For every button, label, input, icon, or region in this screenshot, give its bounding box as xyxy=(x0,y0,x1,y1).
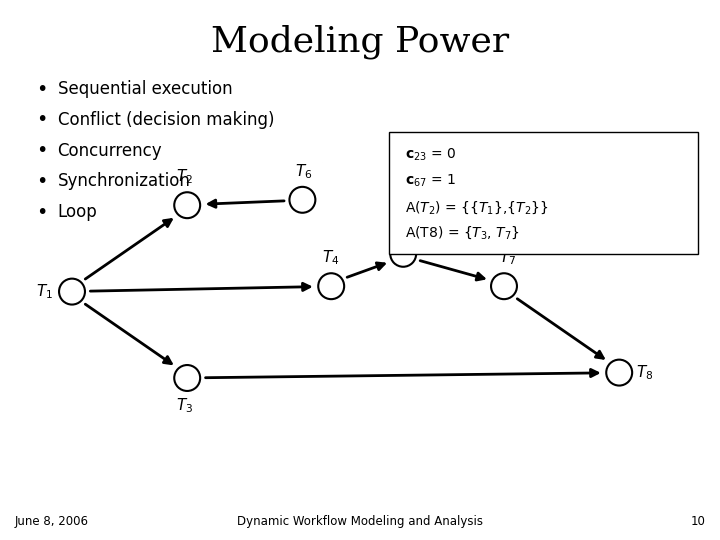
FancyBboxPatch shape xyxy=(389,132,698,254)
Text: $T_7$: $T_7$ xyxy=(499,249,516,267)
Ellipse shape xyxy=(318,273,344,299)
Text: $T_4$: $T_4$ xyxy=(323,249,340,267)
Text: Concurrency: Concurrency xyxy=(58,141,162,160)
Text: 10: 10 xyxy=(690,515,706,528)
Text: $T_3$: $T_3$ xyxy=(176,397,193,415)
Text: Conflict (decision making): Conflict (decision making) xyxy=(58,111,274,129)
Ellipse shape xyxy=(174,192,200,218)
Text: Dynamic Workflow Modeling and Analysis: Dynamic Workflow Modeling and Analysis xyxy=(237,515,483,528)
Text: Synchronization: Synchronization xyxy=(58,172,191,191)
Text: Loop: Loop xyxy=(58,203,97,221)
Text: Modeling Power: Modeling Power xyxy=(211,24,509,59)
Ellipse shape xyxy=(289,187,315,213)
Text: $T_6$: $T_6$ xyxy=(295,163,312,181)
Ellipse shape xyxy=(606,360,632,386)
Text: •: • xyxy=(36,202,48,222)
Text: $T_8$: $T_8$ xyxy=(636,363,654,382)
Text: June 8, 2006: June 8, 2006 xyxy=(14,515,89,528)
Ellipse shape xyxy=(59,279,85,305)
Ellipse shape xyxy=(174,365,200,391)
Text: $\mathbf{c}_{67}$ = 1: $\mathbf{c}_{67}$ = 1 xyxy=(405,173,456,189)
Text: $T_2$: $T_2$ xyxy=(176,168,193,186)
Text: A(T8) = {$T_3$, $T_7$}: A(T8) = {$T_3$, $T_7$} xyxy=(405,225,521,241)
Text: A($T_2$) = {{$T_1$},{$T_2$}}: A($T_2$) = {{$T_1$},{$T_2$}} xyxy=(405,199,549,215)
Text: $T_1$: $T_1$ xyxy=(36,282,53,301)
Text: •: • xyxy=(36,172,48,191)
Text: •: • xyxy=(36,110,48,130)
Text: •: • xyxy=(36,141,48,160)
Ellipse shape xyxy=(491,273,517,299)
Text: •: • xyxy=(36,79,48,99)
Ellipse shape xyxy=(390,241,416,267)
Text: $\mathbf{c}_{23}$ = 0: $\mathbf{c}_{23}$ = 0 xyxy=(405,147,456,163)
Text: $T_5$: $T_5$ xyxy=(397,217,415,235)
Text: Sequential execution: Sequential execution xyxy=(58,80,233,98)
